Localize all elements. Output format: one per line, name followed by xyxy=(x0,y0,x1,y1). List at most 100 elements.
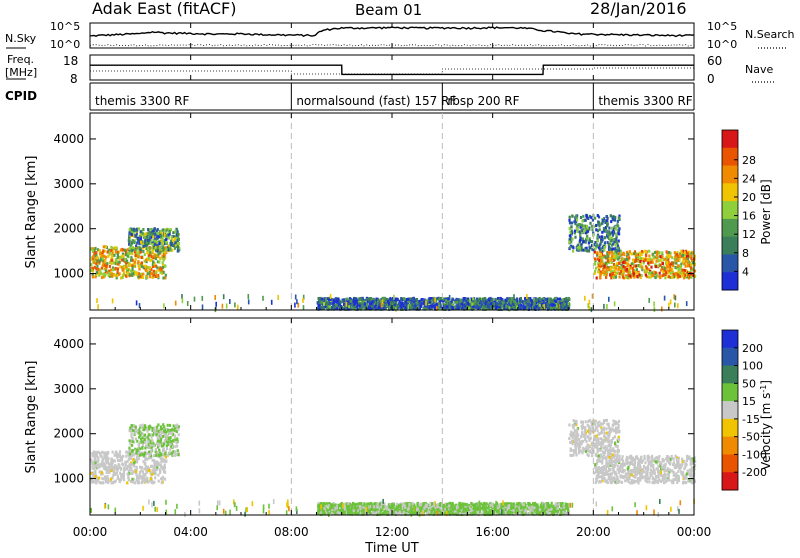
range-cell xyxy=(144,479,146,482)
range-cell xyxy=(669,462,671,465)
range-cell xyxy=(135,254,137,257)
range-cell xyxy=(629,271,631,274)
range-cell xyxy=(611,252,613,255)
range-cell xyxy=(614,219,616,222)
range-cell xyxy=(675,295,677,300)
range-cell xyxy=(641,266,643,269)
range-cell xyxy=(126,468,128,471)
range-cell xyxy=(637,256,639,259)
range-cell xyxy=(626,479,628,482)
range-cell xyxy=(136,460,138,463)
range-cell xyxy=(595,247,597,250)
range-cell xyxy=(398,303,400,306)
range-cell xyxy=(674,466,676,469)
range-cell xyxy=(131,437,133,440)
range-cell xyxy=(599,277,601,280)
range-cell xyxy=(405,306,407,309)
range-cell xyxy=(627,467,629,470)
range-cell xyxy=(638,274,640,277)
range-cell xyxy=(139,473,141,476)
freq-tick-bottom: 8 xyxy=(70,72,78,86)
range-cell xyxy=(668,473,670,476)
range-cell xyxy=(585,219,587,222)
range-cell xyxy=(113,254,115,257)
range-cell xyxy=(452,306,454,309)
range-cell xyxy=(96,271,98,274)
range-cell xyxy=(483,304,485,307)
range-cell xyxy=(147,239,149,242)
range-cell xyxy=(165,238,167,241)
range-cell xyxy=(114,460,116,463)
range-cell xyxy=(132,458,134,461)
range-cell xyxy=(145,269,147,272)
range-cell xyxy=(618,262,620,265)
range-cell xyxy=(690,475,692,478)
range-cell xyxy=(138,227,140,230)
range-cell xyxy=(298,303,300,308)
range-cell xyxy=(158,444,160,447)
range-cell xyxy=(609,474,611,477)
range-cell xyxy=(595,224,597,227)
range-cell xyxy=(177,242,179,245)
range-cell xyxy=(132,440,134,443)
range-cell xyxy=(600,253,602,256)
range-cell xyxy=(141,466,143,469)
range-cell xyxy=(647,477,649,480)
range-cell xyxy=(152,261,154,264)
range-cell xyxy=(621,470,623,473)
range-cell xyxy=(149,453,151,456)
range-cell xyxy=(677,275,679,278)
range-cell xyxy=(676,477,678,480)
range-cell xyxy=(457,298,459,301)
range-cell xyxy=(636,268,638,271)
range-cell xyxy=(93,261,95,264)
range-cell xyxy=(162,277,164,280)
range-cell xyxy=(125,265,127,268)
range-cell xyxy=(591,240,593,243)
range-cell xyxy=(622,455,624,458)
range-cell xyxy=(157,246,159,249)
range-cell xyxy=(162,448,164,451)
range-cell xyxy=(634,458,636,461)
range-cell xyxy=(643,455,645,458)
range-cell xyxy=(368,306,370,309)
range-cell xyxy=(545,305,547,308)
range-cell xyxy=(137,262,139,265)
range-cell xyxy=(662,262,664,265)
range-cell xyxy=(614,269,616,272)
range-cell xyxy=(572,246,574,249)
range-cell xyxy=(302,298,304,303)
range-cell xyxy=(684,251,686,254)
range-cell xyxy=(152,274,154,277)
range-cell xyxy=(519,304,521,309)
range-cell xyxy=(560,306,562,309)
range-cell xyxy=(615,233,617,236)
range-cell xyxy=(136,228,138,231)
range-cell xyxy=(571,238,573,241)
range-cell xyxy=(617,220,619,223)
range-cell xyxy=(374,305,376,308)
noise-right-tick-bottom: 10^0 xyxy=(707,38,737,51)
range-cell xyxy=(653,256,655,259)
range-cell xyxy=(147,232,149,235)
range-cell xyxy=(102,257,104,260)
range-cell xyxy=(142,424,144,427)
range-cell xyxy=(162,261,164,264)
range-cell xyxy=(661,307,663,312)
range-cell xyxy=(594,270,596,273)
range-cell xyxy=(629,275,631,278)
range-cell xyxy=(154,233,156,236)
range-cell xyxy=(605,268,607,271)
range-cell xyxy=(646,473,648,476)
range-cell xyxy=(632,259,634,262)
range-cell xyxy=(98,477,100,480)
range-cell xyxy=(137,255,139,258)
range-cell xyxy=(691,481,693,484)
range-cell xyxy=(614,459,616,462)
range-cell xyxy=(128,231,130,234)
range-cell xyxy=(599,460,601,463)
range-cell xyxy=(148,427,150,430)
range-cell xyxy=(147,430,149,433)
range-cell xyxy=(679,267,681,270)
range-cell xyxy=(551,304,553,307)
